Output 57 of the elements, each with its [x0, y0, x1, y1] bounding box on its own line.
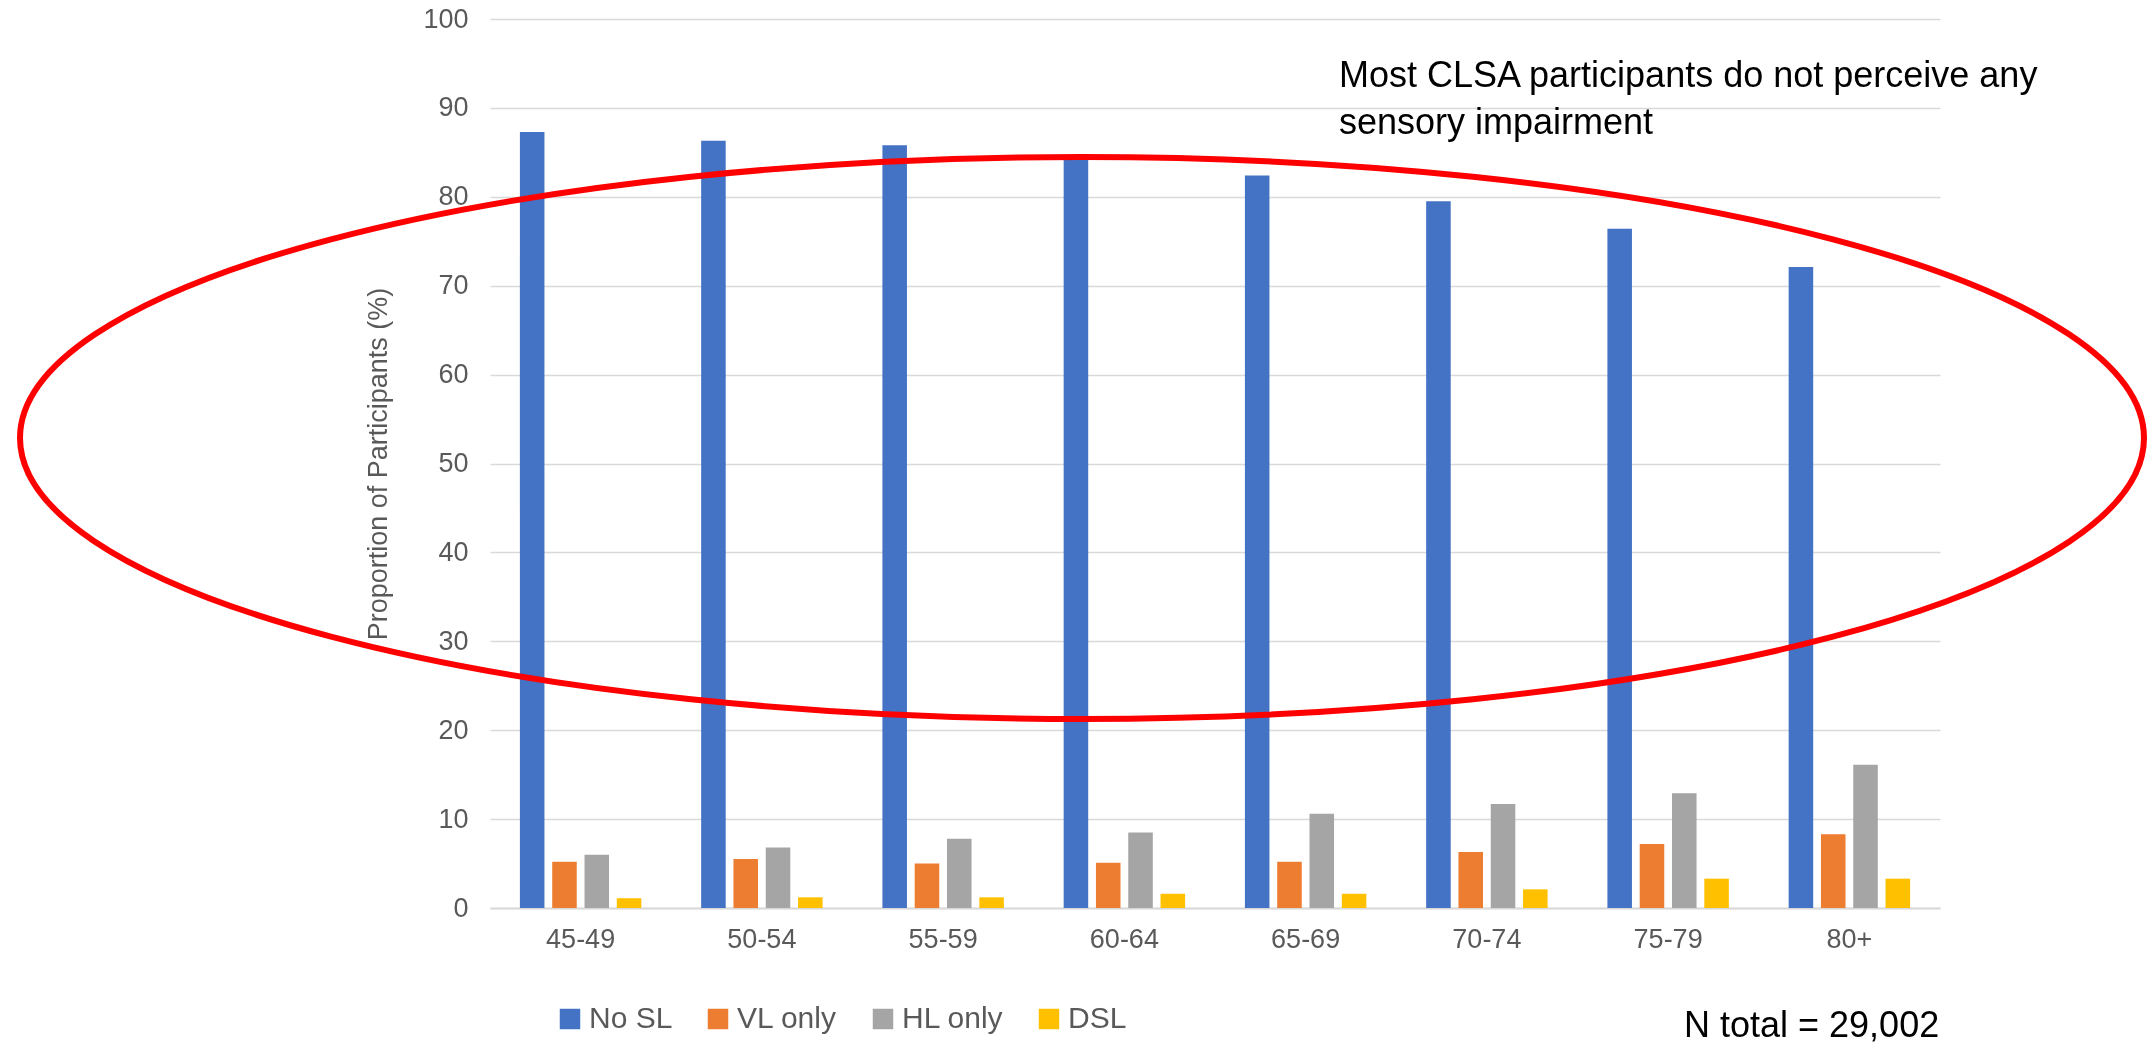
bar	[979, 897, 1004, 908]
bar	[519, 131, 545, 908]
legend-label: VL only	[737, 1001, 836, 1034]
x-tick-label: 60-64	[1089, 923, 1159, 954]
bar	[1426, 201, 1451, 908]
bar	[701, 140, 726, 908]
bar	[1672, 793, 1697, 908]
y-tick-label: 50	[438, 448, 469, 478]
bar	[1458, 851, 1483, 908]
x-tick-label: 75-79	[1633, 923, 1703, 954]
y-tick-label: 100	[423, 3, 469, 34]
bar	[1309, 813, 1335, 908]
bar	[1853, 764, 1878, 908]
bar	[552, 861, 577, 908]
y-tick-label: 0	[453, 892, 469, 923]
text: N total = 29,002	[1684, 1003, 1940, 1047]
legend-label: HL only	[902, 1001, 1003, 1034]
bar	[1639, 843, 1665, 908]
y-tick-label: 60	[438, 359, 469, 390]
legend-label: No SL	[589, 1001, 673, 1034]
x-tick-label: 65-69	[1271, 923, 1341, 954]
y-tick-label: 20	[438, 714, 469, 745]
x-tick-label: 45-49	[546, 923, 616, 954]
y-tick-label: 30	[438, 625, 469, 656]
bar	[1607, 228, 1632, 908]
bar	[1523, 889, 1548, 908]
bar	[947, 838, 972, 908]
bar	[584, 854, 610, 908]
legend-label: DSL	[1068, 1001, 1127, 1034]
y-tick-label: 10	[438, 803, 469, 834]
bar	[1095, 862, 1121, 908]
bar	[1277, 861, 1302, 908]
bar	[1341, 893, 1367, 908]
bar	[616, 898, 642, 908]
x-tick-label: 50-54	[727, 923, 797, 954]
bar	[733, 859, 758, 908]
bar	[882, 145, 907, 908]
x-tick-label: 80+	[1826, 923, 1873, 954]
bar	[1704, 878, 1729, 908]
y-tick-label: 90	[438, 92, 469, 123]
bar	[1244, 175, 1270, 908]
bar	[1788, 267, 1814, 908]
y-axis-title: Proportion of Participants (%)	[363, 287, 394, 641]
bar	[1490, 803, 1516, 908]
bar	[798, 897, 823, 908]
y-tick-label: 70	[438, 270, 469, 301]
bar	[1885, 878, 1911, 908]
bar	[765, 847, 791, 908]
bar	[1128, 832, 1153, 908]
y-tick-label: 80	[438, 181, 469, 212]
y-tick-label: 40	[438, 536, 469, 567]
x-tick-label: 55-59	[908, 923, 978, 954]
bar	[1160, 893, 1186, 908]
bar	[914, 863, 940, 908]
bar	[1820, 834, 1846, 908]
x-tick-label: 70-74	[1452, 923, 1522, 954]
annotation: Most CLSA participants do not perceive any sensory impairment	[1339, 53, 2039, 144]
